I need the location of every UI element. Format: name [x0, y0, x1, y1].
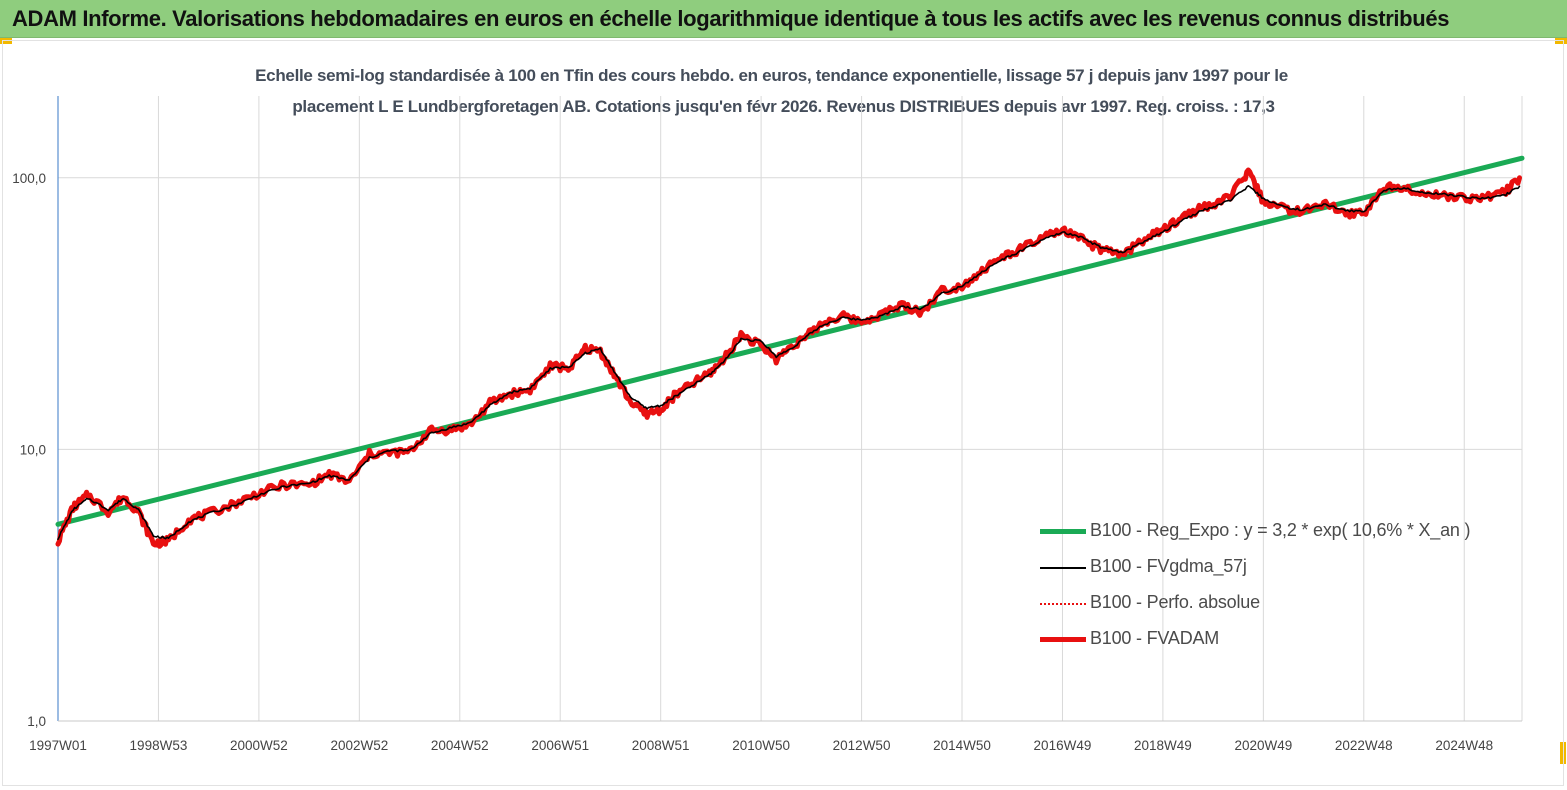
x-tick-label: 1997W01	[29, 738, 87, 753]
page-title: ADAM Informe. Valorisations hebdomadaire…	[12, 6, 1450, 31]
x-tick-label: 2006W51	[531, 738, 589, 753]
series-fvgdma-line	[57, 185, 1521, 541]
x-tick-label: 2016W49	[1034, 738, 1092, 753]
chart-subtitle: placement L E Lundbergforetagen AB. Cota…	[292, 97, 1275, 116]
series-layer	[55, 155, 1525, 549]
x-tick-label: 2000W52	[230, 738, 288, 753]
x-tick-label: 2008W51	[632, 738, 690, 753]
chart-frame	[2, 40, 1564, 786]
series-perfo-absolue-line	[57, 169, 1521, 548]
horizontal-gridlines	[58, 177, 1522, 450]
legend-label-fvgdma: B100 - FVgdma_57j	[1090, 556, 1247, 576]
series-reg-expo-line	[55, 155, 1525, 527]
header-banner: ADAM Informe. Valorisations hebdomadaire…	[0, 0, 1567, 38]
legend-label-perfo-absolue: B100 - Perfo. absolue	[1090, 592, 1260, 612]
legend-swatch-fvgdma	[1040, 567, 1086, 569]
corner-marker-top-left	[0, 38, 12, 44]
x-tick-label: 2024W48	[1435, 738, 1493, 753]
x-tick-label: 2018W49	[1134, 738, 1192, 753]
x-tick-label: 1998W53	[130, 738, 188, 753]
legend-label-reg-expo: B100 - Reg_Expo : y = 3,2 * exp( 10,6% *…	[1090, 520, 1471, 540]
legend-swatch-fvadam	[1040, 637, 1086, 642]
x-tick-label: 2020W49	[1234, 738, 1292, 753]
x-tick-label: 2010W50	[732, 738, 790, 753]
y-tick-label: 100,0	[12, 171, 46, 186]
x-tick-label: 2004W52	[431, 738, 489, 753]
y-tick-label: 10,0	[20, 442, 46, 457]
y-tick-labels: 1,0 10,0 100,0	[12, 171, 46, 729]
legend-swatch-reg-expo	[1040, 529, 1086, 534]
corner-marker-top-right	[1555, 38, 1567, 44]
x-tick-label: 2014W50	[933, 738, 991, 753]
legend-swatch-perfo-absolue	[1040, 603, 1086, 605]
x-tick-labels: 1997W01 1998W53 2000W52 2002W52 2004W52 2006W…	[29, 738, 1493, 753]
chart-title: Echelle semi-log standardisée à 100 en T…	[255, 66, 1288, 85]
x-tick-label: 2012W50	[833, 738, 891, 753]
vertical-gridlines	[157, 96, 1523, 721]
y-tick-label: 1,0	[27, 714, 46, 729]
x-tick-label: 2002W52	[330, 738, 388, 753]
legend-label-fvadam: B100 - FVADAM	[1090, 628, 1220, 648]
x-tick-label: 2022W48	[1335, 738, 1393, 753]
chart-axes	[57, 96, 1522, 722]
